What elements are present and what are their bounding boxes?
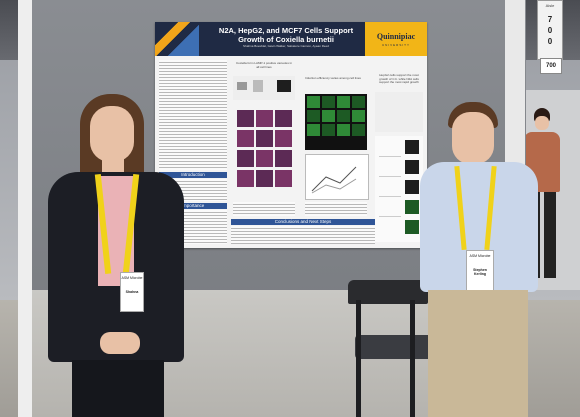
presenter-right-badge: ASM Microbe Stephen Kerling	[466, 250, 494, 292]
presenter-right-badge-name: Stephen Kerling	[473, 268, 487, 276]
poster-section-importance: Importance	[159, 203, 227, 209]
presenter-left-badge-org: ASM Microbe	[121, 276, 143, 280]
board-post-left	[18, 0, 32, 417]
presenter-left: ASM Microbe Shahna	[42, 92, 192, 417]
poster-col4-figure	[375, 92, 423, 132]
university-name: Quinnipiac	[376, 32, 416, 41]
poster-diagram	[233, 76, 295, 100]
presenter-left-hands	[100, 332, 140, 354]
presenter-right-face	[452, 112, 494, 164]
poster-conclusions-text	[231, 226, 375, 244]
poster-col2-header: Coxiella form LAMP-1 positive vacuoles i…	[235, 61, 293, 69]
poster-plot-lines	[311, 166, 357, 194]
aisle-sign-header: Aisle	[545, 3, 555, 8]
presenter-left-face	[90, 106, 134, 162]
poster-col2-caption	[233, 202, 295, 216]
poster-col3-header: Infection efficiency varies among cell l…	[305, 76, 361, 80]
presenter-right-pants	[428, 290, 528, 417]
poster-authors: Shahna Boesblat, Gavin Walker, Salvatore…	[243, 44, 329, 48]
presenter-right-badge-org: ASM Microbe	[469, 254, 491, 258]
folding-chair-leg-1	[356, 300, 361, 417]
university-banner	[365, 22, 427, 56]
poster-logo-stripes	[155, 22, 199, 56]
poster-text-column	[159, 60, 227, 170]
presenter-left-badge-name: Shahna	[125, 290, 139, 294]
aisle-sign-number: 7 0 0	[547, 15, 553, 46]
poster-col3-caption	[305, 202, 367, 216]
folding-chair-leg-2	[410, 300, 415, 417]
poster-title: N2A, HepG2, and MCF7 Cells Support Growt…	[218, 26, 354, 44]
fluorescence-grid	[305, 94, 367, 150]
poster-col4-header: HepG2 cells support the most growth of C…	[379, 73, 419, 84]
poster-col4-charts	[375, 136, 423, 242]
presenter-left-badge: ASM Microbe Shahna	[120, 272, 144, 312]
poster-line-plot	[305, 154, 369, 200]
poster-section-conclusions: Conclusions and Next Steps	[231, 219, 375, 225]
poster-header: N2A, HepG2, and MCF7 Cells Support Growt…	[155, 22, 427, 56]
presenter-right: ASM Microbe Stephen Kerling	[418, 100, 540, 417]
presenter-left-pants	[72, 360, 164, 417]
aisle-sign-lower: 700	[540, 58, 562, 74]
research-poster: N2A, HepG2, and MCF7 Cells Support Growt…	[155, 22, 427, 248]
university-subtitle: UNIVERSITY	[381, 43, 410, 47]
microscopy-grid	[235, 108, 295, 198]
poster-section-introduction: Introduction	[159, 172, 227, 178]
